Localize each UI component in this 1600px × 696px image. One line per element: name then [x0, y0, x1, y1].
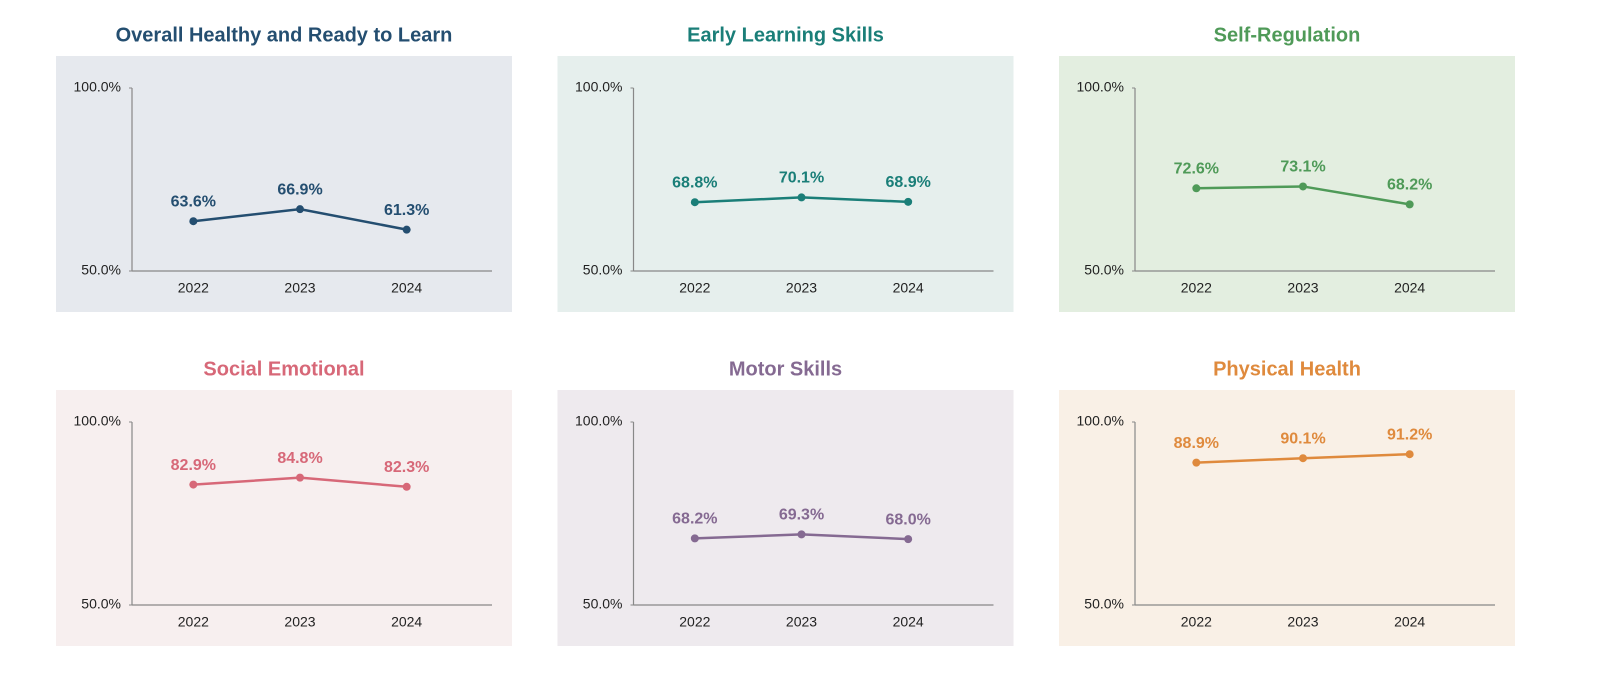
point: [296, 473, 304, 482]
x-tick-label: 2023: [786, 614, 817, 630]
x-tick-label: 2024: [391, 280, 422, 296]
y-tick-label: 100.0%: [1077, 413, 1124, 429]
x-tick-label: 2024: [893, 614, 924, 630]
y-tick-label: 50.0%: [1084, 262, 1124, 278]
x-tick-label: 2022: [178, 280, 209, 296]
value-label: 69.3%: [779, 507, 824, 524]
x-tick-label: 2024: [1394, 280, 1425, 296]
point: [904, 535, 913, 544]
value-label: 73.1%: [1280, 159, 1325, 176]
panel: [56, 390, 512, 646]
value-label: 68.2%: [1387, 177, 1432, 194]
y-tick-label: 50.0%: [81, 596, 121, 612]
panel: [1059, 390, 1515, 646]
value-label: 68.0%: [885, 511, 930, 528]
point: [1299, 454, 1307, 463]
point: [1405, 200, 1414, 209]
value-label: 90.1%: [1280, 430, 1325, 447]
value-label: 91.2%: [1387, 426, 1432, 443]
point: [1192, 184, 1201, 193]
value-label: 88.9%: [1174, 435, 1219, 452]
chart-title: Physical Health: [1213, 358, 1361, 380]
x-tick-label: 2022: [679, 280, 710, 296]
point: [690, 534, 699, 543]
point: [904, 197, 913, 206]
value-label: 66.9%: [277, 181, 322, 198]
y-tick-label: 100.0%: [575, 79, 622, 95]
point: [402, 225, 411, 234]
value-label: 61.3%: [384, 202, 429, 219]
point: [1192, 458, 1201, 467]
x-tick-label: 2024: [893, 280, 924, 296]
point: [1299, 182, 1307, 191]
chart-title: Motor Skills: [729, 358, 842, 380]
point: [690, 198, 699, 207]
value-label: 82.3%: [384, 459, 429, 476]
y-tick-label: 100.0%: [1077, 79, 1124, 95]
chart-title: Early Learning Skills: [687, 24, 884, 46]
chart-title: Self-Regulation: [1214, 24, 1361, 46]
x-tick-label: 2022: [178, 614, 209, 630]
y-tick-label: 100.0%: [74, 413, 121, 429]
point: [189, 480, 198, 489]
x-tick-label: 2023: [284, 280, 315, 296]
point: [797, 530, 806, 539]
y-tick-label: 50.0%: [1084, 596, 1124, 612]
point: [1405, 450, 1414, 459]
panel: [1059, 56, 1515, 312]
x-tick-label: 2022: [679, 614, 710, 630]
value-label: 82.9%: [171, 457, 216, 474]
y-tick-label: 100.0%: [575, 413, 622, 429]
value-label: 63.6%: [171, 193, 216, 210]
value-label: 84.8%: [277, 450, 322, 467]
x-tick-label: 2023: [786, 280, 817, 296]
point: [402, 482, 411, 491]
y-tick-label: 100.0%: [74, 79, 121, 95]
x-tick-label: 2022: [1181, 280, 1212, 296]
value-label: 68.2%: [672, 511, 717, 528]
x-tick-label: 2024: [1394, 614, 1425, 630]
value-label: 72.6%: [1174, 161, 1219, 178]
x-tick-label: 2022: [1181, 614, 1212, 630]
chart-title: Social Emotional: [203, 358, 364, 380]
point: [296, 205, 304, 214]
x-tick-label: 2023: [1287, 614, 1318, 630]
value-label: 68.9%: [885, 174, 930, 191]
x-tick-label: 2023: [1287, 280, 1318, 296]
point: [797, 193, 806, 202]
point: [189, 217, 198, 226]
chart-title: Overall Healthy and Ready to Learn: [116, 24, 453, 46]
y-tick-label: 50.0%: [583, 596, 623, 612]
x-tick-label: 2023: [284, 614, 315, 630]
value-label: 70.1%: [779, 170, 824, 187]
y-tick-label: 50.0%: [81, 262, 121, 278]
x-tick-label: 2024: [391, 614, 422, 630]
value-label: 68.8%: [672, 174, 717, 191]
y-tick-label: 50.0%: [583, 262, 623, 278]
